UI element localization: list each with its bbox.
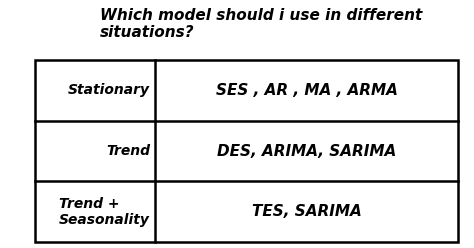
Text: DES, ARIMA, SARIMA: DES, ARIMA, SARIMA — [217, 144, 396, 158]
Text: SES , AR , MA , ARMA: SES , AR , MA , ARMA — [216, 83, 397, 98]
Text: Trend: Trend — [106, 144, 150, 158]
Text: TES, SARIMA: TES, SARIMA — [252, 204, 361, 219]
Text: Which model should i use in different
situations?: Which model should i use in different si… — [100, 8, 422, 40]
Bar — [35, 60, 458, 242]
Text: Stationary: Stationary — [68, 83, 150, 97]
Text: Trend +
Seasonality: Trend + Seasonality — [59, 197, 150, 227]
